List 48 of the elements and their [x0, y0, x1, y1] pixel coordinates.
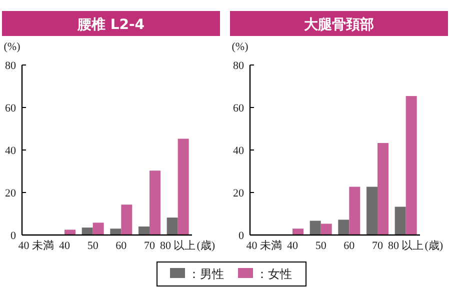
y-tick-label: 0: [10, 230, 16, 242]
x-tick-label: 60: [344, 240, 356, 252]
y-tick-label: 0: [238, 230, 244, 242]
x-tick-label: 40: [287, 240, 298, 252]
x-tick-label: 50: [87, 240, 99, 252]
x-tick-label: 50: [315, 240, 327, 252]
bar: [121, 204, 132, 235]
bar: [64, 230, 76, 235]
x-tick-label: 80 以上: [160, 239, 196, 252]
x-tick-label: 70: [372, 240, 384, 252]
bar: [406, 96, 417, 235]
legend-label: ：男性: [188, 267, 224, 281]
y-tick-label: 20: [5, 188, 16, 200]
y-tick-label: 60: [233, 102, 244, 114]
y-tick-label: 40: [233, 145, 244, 157]
bar: [110, 228, 122, 235]
x-tick-label: 40 未満: [246, 239, 282, 252]
bar: [166, 218, 178, 235]
x-tick-label: 80 以上: [388, 239, 424, 252]
bar: [338, 220, 350, 235]
bar: [92, 222, 104, 235]
x-tick-label: 40: [59, 240, 70, 252]
x-axis-title: (歳): [424, 239, 444, 252]
bar: [366, 186, 378, 235]
bar: [292, 228, 304, 235]
bar: [82, 228, 93, 235]
y-tick-label: 40: [5, 145, 16, 157]
x-axis-title: (歳): [196, 239, 216, 252]
bar: [150, 170, 160, 235]
bar: [349, 186, 360, 235]
y-tick-label: 80: [5, 60, 16, 72]
bar: [320, 224, 332, 235]
y-tick-label: 80: [233, 60, 244, 72]
bar: [138, 226, 150, 235]
y-axis-title: (%): [232, 41, 249, 53]
y-tick-label: 60: [5, 102, 16, 114]
y-tick-label: 20: [233, 188, 244, 200]
bar: [378, 142, 388, 235]
x-tick-label: 60: [116, 240, 128, 252]
y-axis-title: (%): [4, 41, 21, 53]
legend-label: ：女性: [256, 267, 292, 281]
chart-title: 大腿骨頚部: [304, 16, 374, 33]
x-tick-label: 70: [144, 240, 156, 252]
bar: [394, 206, 406, 235]
bar: [178, 138, 189, 235]
x-tick-label: 40 未満: [18, 239, 54, 252]
chart-title: 腰椎 L2-4: [76, 16, 145, 33]
bar: [310, 220, 321, 235]
